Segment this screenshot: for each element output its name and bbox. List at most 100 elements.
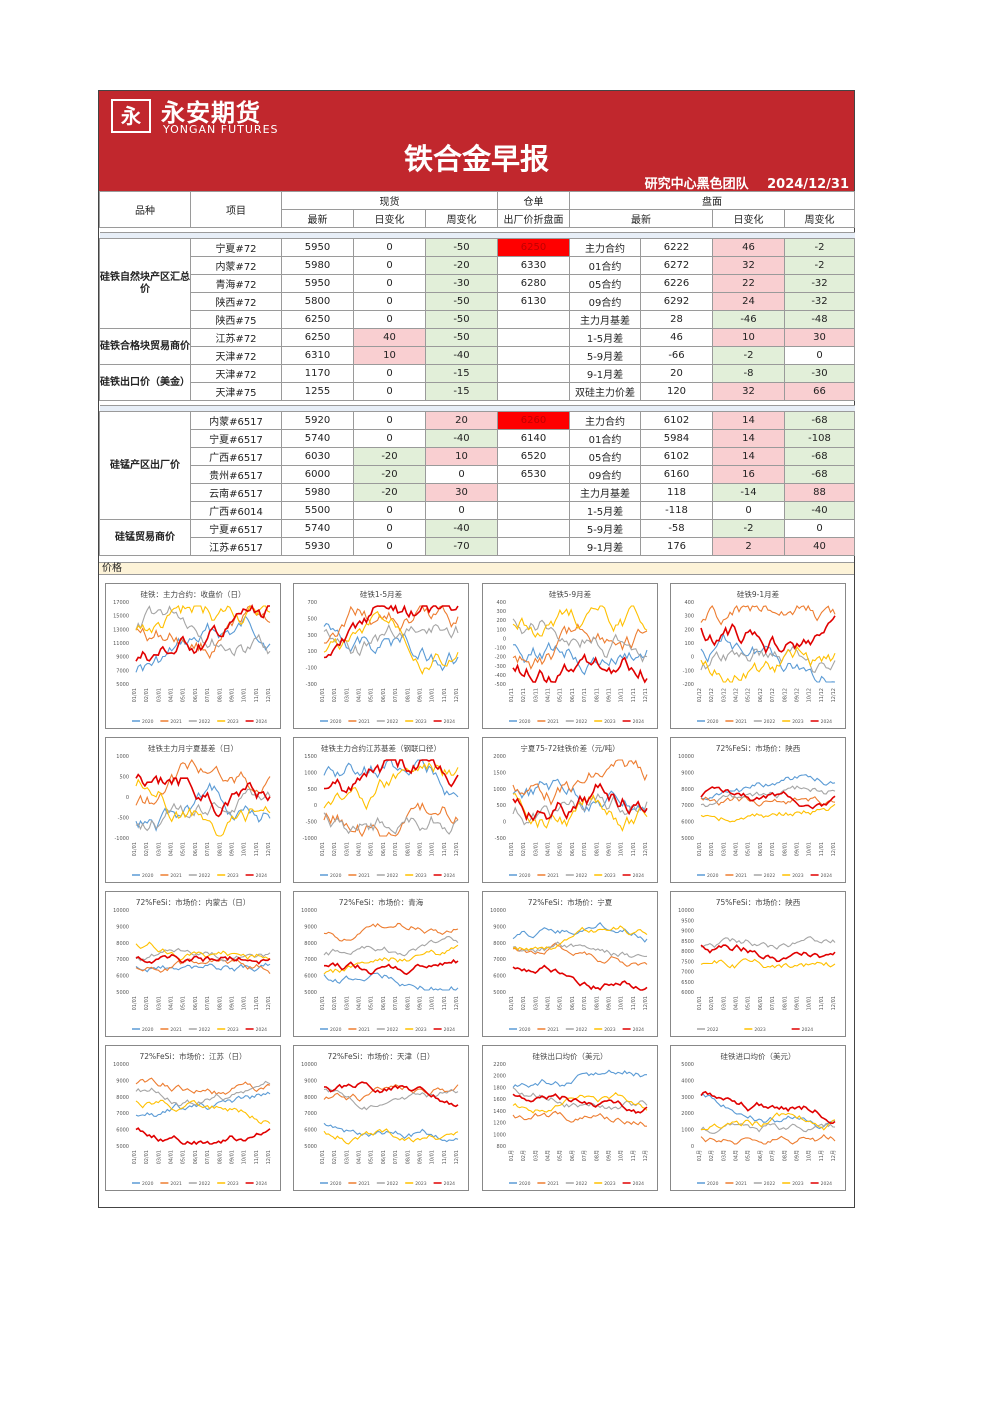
item-name: 宁夏#6517 <box>190 429 282 448</box>
series-line <box>323 1128 459 1145</box>
x-tick-label: 02/11 <box>521 688 527 702</box>
x-tick-label: 09/01 <box>794 996 800 1010</box>
x-tick-label: 07/01 <box>582 842 588 856</box>
item-name: 青海#72 <box>190 274 282 293</box>
x-tick-label: 12/01 <box>831 842 837 856</box>
x-tick-label: 02月 <box>521 1150 527 1161</box>
chart-title: 硅铁5-9月差 <box>548 590 592 599</box>
y-tick-label: 5000 <box>116 990 129 996</box>
chart-panel: 硅铁：主力合约：收盘价（日） 17000 15000 13000 11000 9000 70… <box>105 583 281 729</box>
contract-day-change: 16 <box>712 465 785 484</box>
x-tick-label: 05/01 <box>558 996 564 1010</box>
contract-name: 双硅主力价差 <box>569 382 641 401</box>
x-tick-label: 08/01 <box>217 1150 223 1164</box>
spot-week-change: 10 <box>425 447 498 466</box>
table-row: 贵州#6517 6000 -20 0 6530 09合约 6160 16 -68 <box>100 465 855 484</box>
legend-label: 2022 <box>387 1027 399 1033</box>
legend-label: 2020 <box>519 719 531 725</box>
series-line <box>323 972 459 991</box>
x-tick-label: 10月 <box>807 1150 813 1161</box>
x-tick-label: 03/11 <box>533 688 539 702</box>
x-tick-label: 01/01 <box>697 996 703 1010</box>
yongan-logo-icon: 永 <box>111 99 151 133</box>
legend-label: 2023 <box>415 719 427 725</box>
contract-name: 05合约 <box>569 447 641 466</box>
x-tick-label: 09/11 <box>606 688 612 702</box>
y-tick-label: 8000 <box>681 787 694 793</box>
spot-latest: 5920 <box>281 411 354 430</box>
contract-latest: -58 <box>640 519 713 538</box>
x-tick-label: 08/11 <box>594 688 600 702</box>
x-tick-label: 09/12 <box>794 688 800 702</box>
header-factory-price: 出厂价折盘面 <box>497 209 570 228</box>
contract-week-change: -48 <box>784 310 855 329</box>
y-tick-label: 0 <box>691 1144 694 1150</box>
x-tick-label: 12/01 <box>266 996 272 1010</box>
x-tick-label: 06/01 <box>570 842 576 856</box>
y-tick-label: 500 <box>496 803 506 809</box>
y-tick-label: 6500 <box>681 980 694 986</box>
series-line <box>700 803 836 823</box>
x-tick-label: 08/01 <box>405 996 411 1010</box>
x-tick-label: 05/01 <box>558 842 564 856</box>
y-tick-label: -500 <box>306 820 317 826</box>
series-line <box>323 812 459 835</box>
contract-day-change: 2 <box>712 537 785 556</box>
legend-label: 2021 <box>547 1027 559 1033</box>
x-tick-label: 08月 <box>594 1150 600 1161</box>
series-line <box>323 935 459 957</box>
x-tick-label: 06/01 <box>381 842 387 856</box>
x-tick-label: 03/01 <box>156 996 162 1010</box>
series-line <box>512 623 648 671</box>
y-tick-label: -100 <box>495 646 506 652</box>
y-tick-label: 9000 <box>681 929 694 935</box>
legend-label: 2024 <box>256 719 268 725</box>
factory-price <box>497 328 570 347</box>
header-futures: 盘面 <box>569 191 855 210</box>
series-line <box>135 605 271 660</box>
x-tick-label: 06/01 <box>570 996 576 1010</box>
y-tick-label: 400 <box>496 600 506 606</box>
contract-latest: 6102 <box>640 447 713 466</box>
contract-name: 主力月基差 <box>569 483 641 502</box>
y-tick-label: 9000 <box>116 924 129 930</box>
spot-week-change: -70 <box>425 537 498 556</box>
y-tick-label: 3000 <box>681 1095 694 1101</box>
x-tick-label: 07/01 <box>205 842 211 856</box>
y-tick-label: -100 <box>306 666 317 672</box>
y-tick-label: 1500 <box>493 770 506 776</box>
spot-week-change: -40 <box>425 429 498 448</box>
chart-title: 硅铁：主力合约：收盘价（日） <box>140 590 246 599</box>
y-tick-label: 7000 <box>681 970 694 976</box>
contract-week-change: -30 <box>784 364 855 383</box>
spot-latest: 5980 <box>281 483 354 502</box>
y-tick-label: 9000 <box>304 1078 317 1084</box>
legend-label: 2023 <box>604 719 616 725</box>
x-tick-label: 10月 <box>619 1150 625 1161</box>
x-tick-label: 04/01 <box>357 996 363 1010</box>
item-name: 陕西#75 <box>190 310 282 329</box>
y-tick-label: 7000 <box>304 1111 317 1117</box>
contract-week-change: -68 <box>784 465 855 484</box>
item-name: 天津#75 <box>190 382 282 401</box>
chart-title: 硅铁主力合约江苏基差（钢联口径） <box>321 744 441 753</box>
series-line <box>135 1099 271 1125</box>
x-tick-label: 06/01 <box>193 996 199 1010</box>
series-line <box>512 782 648 822</box>
legend-label: 2023 <box>792 873 804 879</box>
x-tick-label: 06/01 <box>381 1150 387 1164</box>
item-name: 广西#6517 <box>190 447 282 466</box>
factory-price <box>497 364 570 383</box>
contract-day-change: 0 <box>712 501 785 520</box>
legend-label: 2024 <box>821 1181 833 1187</box>
x-tick-label: 07/01 <box>205 996 211 1010</box>
y-tick-label: 200 <box>496 618 506 624</box>
y-tick-label: 10000 <box>678 754 694 760</box>
x-tick-label: 03/01 <box>344 996 350 1010</box>
spot-latest: 5800 <box>281 292 354 311</box>
series-line <box>135 1091 271 1117</box>
y-tick-label: 6000 <box>304 1128 317 1134</box>
y-tick-label: 5000 <box>681 836 694 842</box>
legend-label: 2021 <box>358 719 370 725</box>
x-tick-label: 07/01 <box>393 1150 399 1164</box>
